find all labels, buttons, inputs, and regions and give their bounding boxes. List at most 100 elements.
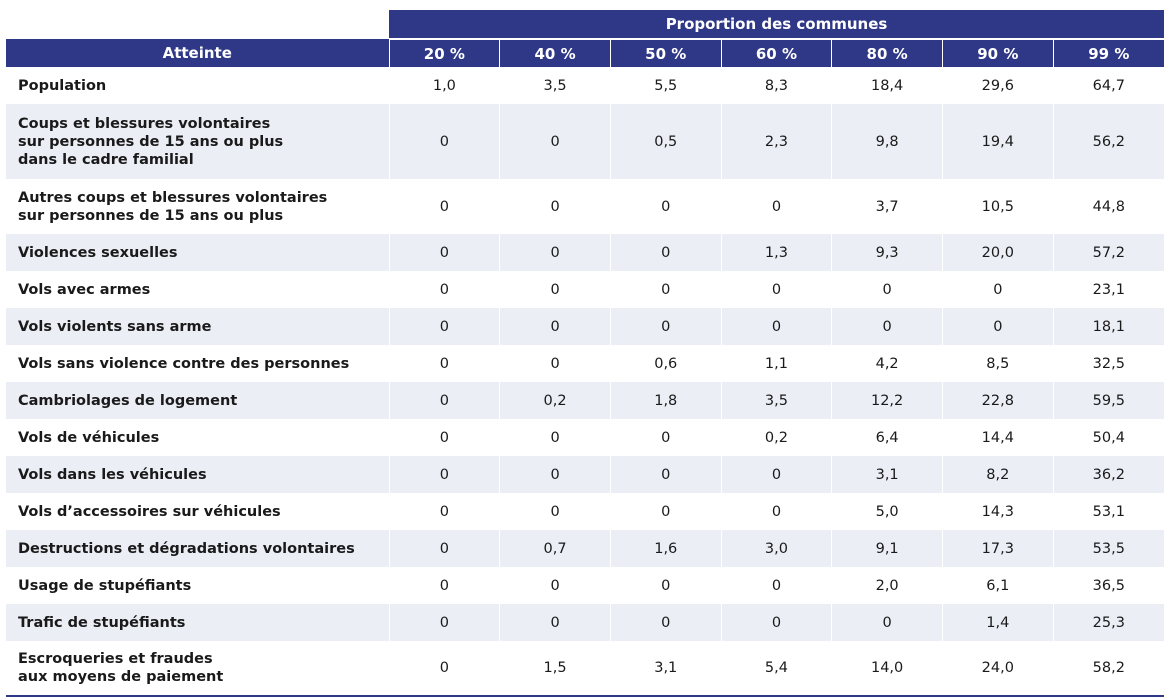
table-cell: 0 — [609, 604, 722, 641]
row-label: Vols d’accessoires sur véhicules — [18, 503, 281, 520]
table-cell: 0 — [941, 271, 1054, 308]
table-cell: 0 — [720, 456, 832, 493]
table-cell: 0 — [499, 419, 611, 456]
table-cell: 0,2 — [720, 419, 832, 456]
table-cell: 5,4 — [720, 641, 832, 697]
table-cell: 23,1 — [1052, 271, 1164, 308]
table-cell: 64,7 — [1052, 67, 1164, 104]
table-cell: 32,5 — [1052, 345, 1164, 382]
row-label: Vols sans violence contre des personnes — [18, 355, 350, 372]
table-cell: 0 — [720, 179, 832, 234]
column-header: 80 % — [831, 39, 943, 67]
column-header: 99 % — [1052, 39, 1164, 67]
table-cell: 1,8 — [609, 382, 722, 419]
table-cell: 1,0 — [388, 67, 500, 104]
table-row: Vols sans violence contre des personnes 0… — [6, 345, 1164, 382]
table-cell: 9,8 — [831, 104, 943, 179]
super-header: Proportion des communes — [389, 10, 1164, 40]
table-cell: 3,5 — [720, 382, 832, 419]
table-cell: 18,1 — [1052, 308, 1164, 345]
table-cell: 3,1 — [609, 641, 722, 697]
column-header: 20 % — [388, 39, 500, 67]
super-header-spacer — [6, 10, 390, 39]
table-cell: 50,4 — [1052, 419, 1164, 456]
table-row: Violences sexuelles 0 0 0 1,3 9,3 20,0 57,2 — [6, 234, 1164, 271]
table-cell: 0 — [609, 419, 722, 456]
table-cell: 8,2 — [941, 456, 1054, 493]
table-cell: 4,2 — [831, 345, 943, 382]
table-cell: 0 — [388, 641, 500, 697]
table-cell: 9,1 — [831, 530, 943, 567]
table-cell: 56,2 — [1052, 104, 1164, 179]
table-row: Population 1,0 3,5 5,5 8,3 18,4 29,6 64,7 — [6, 67, 1164, 104]
table-cell: 1,6 — [609, 530, 722, 567]
table-row: Vols avec armes 0 0 0 0 0 0 23,1 — [6, 271, 1164, 308]
table-cell: 0 — [499, 104, 611, 179]
table-cell: 0 — [499, 456, 611, 493]
table-cell: 12,2 — [831, 382, 943, 419]
table-row: Coups et blessures volontaires sur perso… — [6, 104, 1164, 179]
table-cell: 0 — [388, 308, 500, 345]
column-header-row: Atteinte 20 % 40 % 50 % 60 % 80 % 90 % 9… — [6, 39, 1164, 67]
table-cell: 0 — [388, 530, 500, 567]
table-cell: 20,0 — [941, 234, 1054, 271]
table-cell: 14,3 — [941, 493, 1054, 530]
table-cell: 0 — [720, 308, 832, 345]
table-cell: 36,5 — [1052, 567, 1164, 604]
table-cell: 0 — [499, 604, 611, 641]
table-cell: 2,3 — [720, 104, 832, 179]
table-cell: 6,1 — [941, 567, 1054, 604]
table-cell: 14,0 — [831, 641, 943, 697]
table-cell: 3,0 — [720, 530, 832, 567]
table-cell: 18,4 — [831, 67, 943, 104]
row-label: Cambriolages de logement — [6, 382, 390, 419]
table-cell: 0,7 — [499, 530, 611, 567]
table-cell: 0 — [831, 604, 943, 641]
table-cell: 10,5 — [941, 179, 1054, 234]
column-header: 50 % — [609, 39, 722, 67]
table-row: Usage de stupéfiants 0 0 0 0 2,0 6,1 36,5 — [6, 567, 1164, 604]
table-cell: 5,5 — [609, 67, 722, 104]
table-cell: 0 — [609, 179, 722, 234]
table-cell: 3,7 — [831, 179, 943, 234]
row-label: Violences sexuelles — [6, 234, 390, 271]
table-cell: 0 — [499, 345, 611, 382]
column-header: 90 % — [941, 39, 1054, 67]
table-cell: 8,5 — [941, 345, 1054, 382]
super-header-row: Proportion des communes — [6, 10, 1164, 40]
table-cell: 0 — [388, 567, 500, 604]
table-cell: 8,3 — [720, 67, 832, 104]
table-row: Vols de véhicules 0 0 0 0,2 6,4 14,4 50,4 — [6, 419, 1164, 456]
table-cell: 59,5 — [1052, 382, 1164, 419]
table-cell: 0 — [388, 493, 500, 530]
table-cell: 0 — [609, 493, 722, 530]
table-cell: 3,1 — [831, 456, 943, 493]
table-cell: 29,6 — [941, 67, 1054, 104]
table-cell: 0 — [720, 493, 832, 530]
table-cell: 17,3 — [941, 530, 1054, 567]
table-cell: 0 — [388, 419, 500, 456]
table-cell: 9,3 — [831, 234, 943, 271]
table-cell: 58,2 — [1052, 641, 1164, 697]
table-cell: 0 — [388, 179, 500, 234]
table-row: Trafic de stupéfiants 0 0 0 0 0 1,4 25,3 — [6, 604, 1164, 641]
table-cell: 0 — [388, 104, 500, 179]
table-cell: 0 — [499, 271, 611, 308]
table-cell: 53,5 — [1052, 530, 1164, 567]
table-cell: 0 — [831, 271, 943, 308]
table-cell: 1,4 — [941, 604, 1054, 641]
table-cell: 2,0 — [831, 567, 943, 604]
row-label: Population — [18, 77, 107, 94]
table-cell: 19,4 — [941, 104, 1054, 179]
table-row: Cambriolages de logement 0 0,2 1,8 3,5 12,2 22… — [6, 382, 1164, 419]
crime-proportion-table: Proportion des communes Atteinte 20 % 40… — [6, 10, 1164, 697]
row-label: Escroqueries et fraudes aux moyens de pa… — [6, 641, 390, 697]
table-cell: 6,4 — [831, 419, 943, 456]
table-cell: 1,5 — [499, 641, 611, 697]
table-cell: 0 — [609, 271, 722, 308]
table-row: Vols d’accessoires sur véhicules 0 0 0 0 5,0 1… — [6, 493, 1164, 530]
table-cell: 0 — [941, 308, 1054, 345]
row-label: Vols violents sans arme — [6, 308, 390, 345]
table-cell: 57,2 — [1052, 234, 1164, 271]
table-cell: 0 — [720, 567, 832, 604]
